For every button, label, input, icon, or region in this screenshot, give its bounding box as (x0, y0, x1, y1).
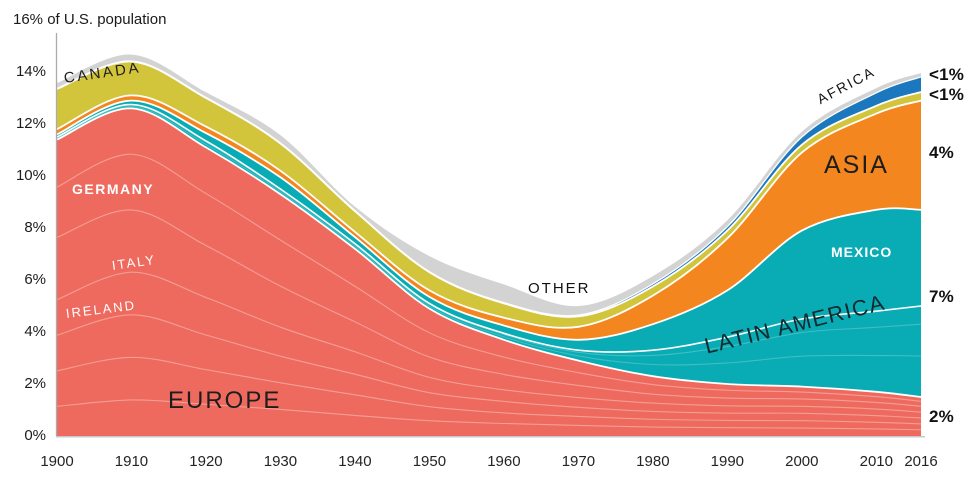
layer-boundary-asia-top (56, 94, 922, 329)
area-asia (57, 95, 921, 340)
layer-boundary-europe-top (56, 107, 922, 398)
y-axis-title: 16% of U.S. population (13, 11, 167, 28)
latin-america-subdivision-line-1 (56, 106, 922, 366)
europe-subdivision-line-4 (56, 271, 922, 413)
europe-subdivision-line-5 (56, 209, 922, 407)
latin-america-subdivision-line-2 (56, 104, 922, 357)
europe-subdivision-line-6 (56, 153, 922, 402)
mexico-divider-line (56, 103, 922, 353)
layer-boundary-africa-top (56, 60, 922, 317)
area-europe (57, 108, 921, 436)
europe-subdivision-line-1 (56, 399, 922, 431)
area-canada (57, 61, 921, 328)
area-latin_america (57, 100, 921, 397)
europe-subdivision-line-2 (56, 356, 922, 425)
europe-subdivision-line-3 (56, 314, 922, 419)
layer-boundary-latin_america-top (56, 99, 922, 341)
